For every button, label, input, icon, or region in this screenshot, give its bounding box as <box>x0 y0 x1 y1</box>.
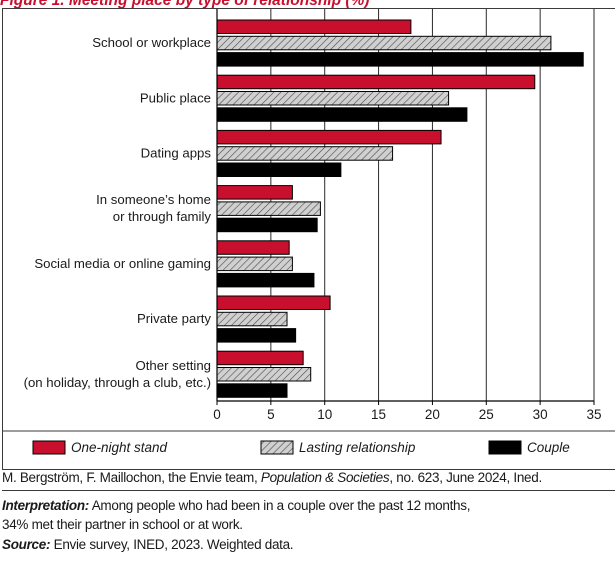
bar-one-night-stand <box>216 295 331 310</box>
category-label: In someone’s home <box>96 192 211 207</box>
bar-couple <box>216 107 468 122</box>
x-tick-label: 10 <box>317 407 332 422</box>
bar-couple <box>216 328 297 343</box>
source-label: Source: <box>2 537 51 552</box>
bar-lasting-relationship <box>216 367 312 382</box>
source-text: Envie survey, INED, 2023. Weighted data. <box>50 537 294 552</box>
bar-couple <box>216 272 315 288</box>
x-tick-label: 30 <box>533 407 548 422</box>
x-tick-label: 25 <box>479 407 494 422</box>
legend: One-night stand Lasting relationship Coupl… <box>3 430 615 455</box>
x-tick-label: 35 <box>586 407 601 422</box>
category-label: or through family <box>113 209 212 224</box>
bar-couple <box>216 52 584 67</box>
category-label: Dating apps <box>141 145 212 160</box>
interpretation-text: Among people who had been in a couple ov… <box>89 498 471 513</box>
bar-one-night-stand <box>216 185 293 200</box>
category-label: School or workplace <box>92 35 211 50</box>
category-label: (on holiday, through a club, etc.) <box>24 375 211 390</box>
chart-title: Figure 1. Meeting place by type of relat… <box>0 0 370 9</box>
category-label: Social media or online gaming <box>34 256 211 271</box>
legend-label: Couple <box>527 440 570 455</box>
interpretation-note: Interpretation: Among people who had bee… <box>2 496 470 515</box>
bar-lasting-relationship <box>216 256 293 272</box>
bar-couple <box>216 383 288 398</box>
credit-authors: M. Bergström, F. Maillochon, the Envie t… <box>2 470 261 485</box>
credit-rest: , no. 623, June 2024, Ined. <box>389 470 542 485</box>
category-labels: School or workplace Public place Dating ap… <box>24 35 212 390</box>
bar-one-night-stand <box>216 74 536 90</box>
category-label: Public place <box>140 90 211 105</box>
legend-swatch <box>32 440 66 455</box>
bar-one-night-stand <box>216 19 412 34</box>
category-label: Other setting <box>136 358 212 373</box>
bar-lasting-relationship <box>216 91 450 106</box>
credit-line: M. Bergström, F. Maillochon, the Envie t… <box>2 468 615 491</box>
x-tick-label: 0 <box>213 407 221 422</box>
interpretation-note-line2: 34% met their partner in school or at wo… <box>2 515 243 534</box>
bar-chart: 0 5 10 15 20 25 30 35 School or workplace Public… <box>3 9 615 455</box>
source-note: Source: Envie survey, INED, 2023. Weight… <box>2 535 294 554</box>
category-label: Private party <box>137 311 211 326</box>
interpretation-text-2: 34% met their partner in school or at wo… <box>2 517 243 532</box>
legend-swatch <box>260 440 294 455</box>
chart-title-strip: Figure 1. Meeting place by type of relat… <box>0 0 615 9</box>
bars <box>216 19 584 398</box>
axes: 0 5 10 15 20 25 30 35 <box>213 9 602 422</box>
legend-swatch <box>488 440 522 455</box>
bar-lasting-relationship <box>216 201 321 216</box>
bar-lasting-relationship <box>216 146 394 161</box>
bar-lasting-relationship <box>216 35 552 51</box>
legend-label: One-night stand <box>71 440 168 455</box>
x-tick-label: 20 <box>425 407 440 422</box>
legend-label: Lasting relationship <box>299 440 416 455</box>
bar-one-night-stand <box>216 129 442 145</box>
bar-lasting-relationship <box>216 311 288 327</box>
chart-frame: 0 5 10 15 20 25 30 35 School or workplace Public… <box>2 8 615 470</box>
interpretation-label: Interpretation: <box>2 498 90 513</box>
bar-one-night-stand <box>216 240 290 255</box>
bar-one-night-stand <box>216 350 304 366</box>
x-tick-label: 5 <box>267 407 275 422</box>
bar-couple <box>216 217 318 233</box>
x-tick-label: 15 <box>371 407 386 422</box>
bar-couple <box>216 162 342 177</box>
credit-journal: Population & Societies <box>260 470 390 485</box>
